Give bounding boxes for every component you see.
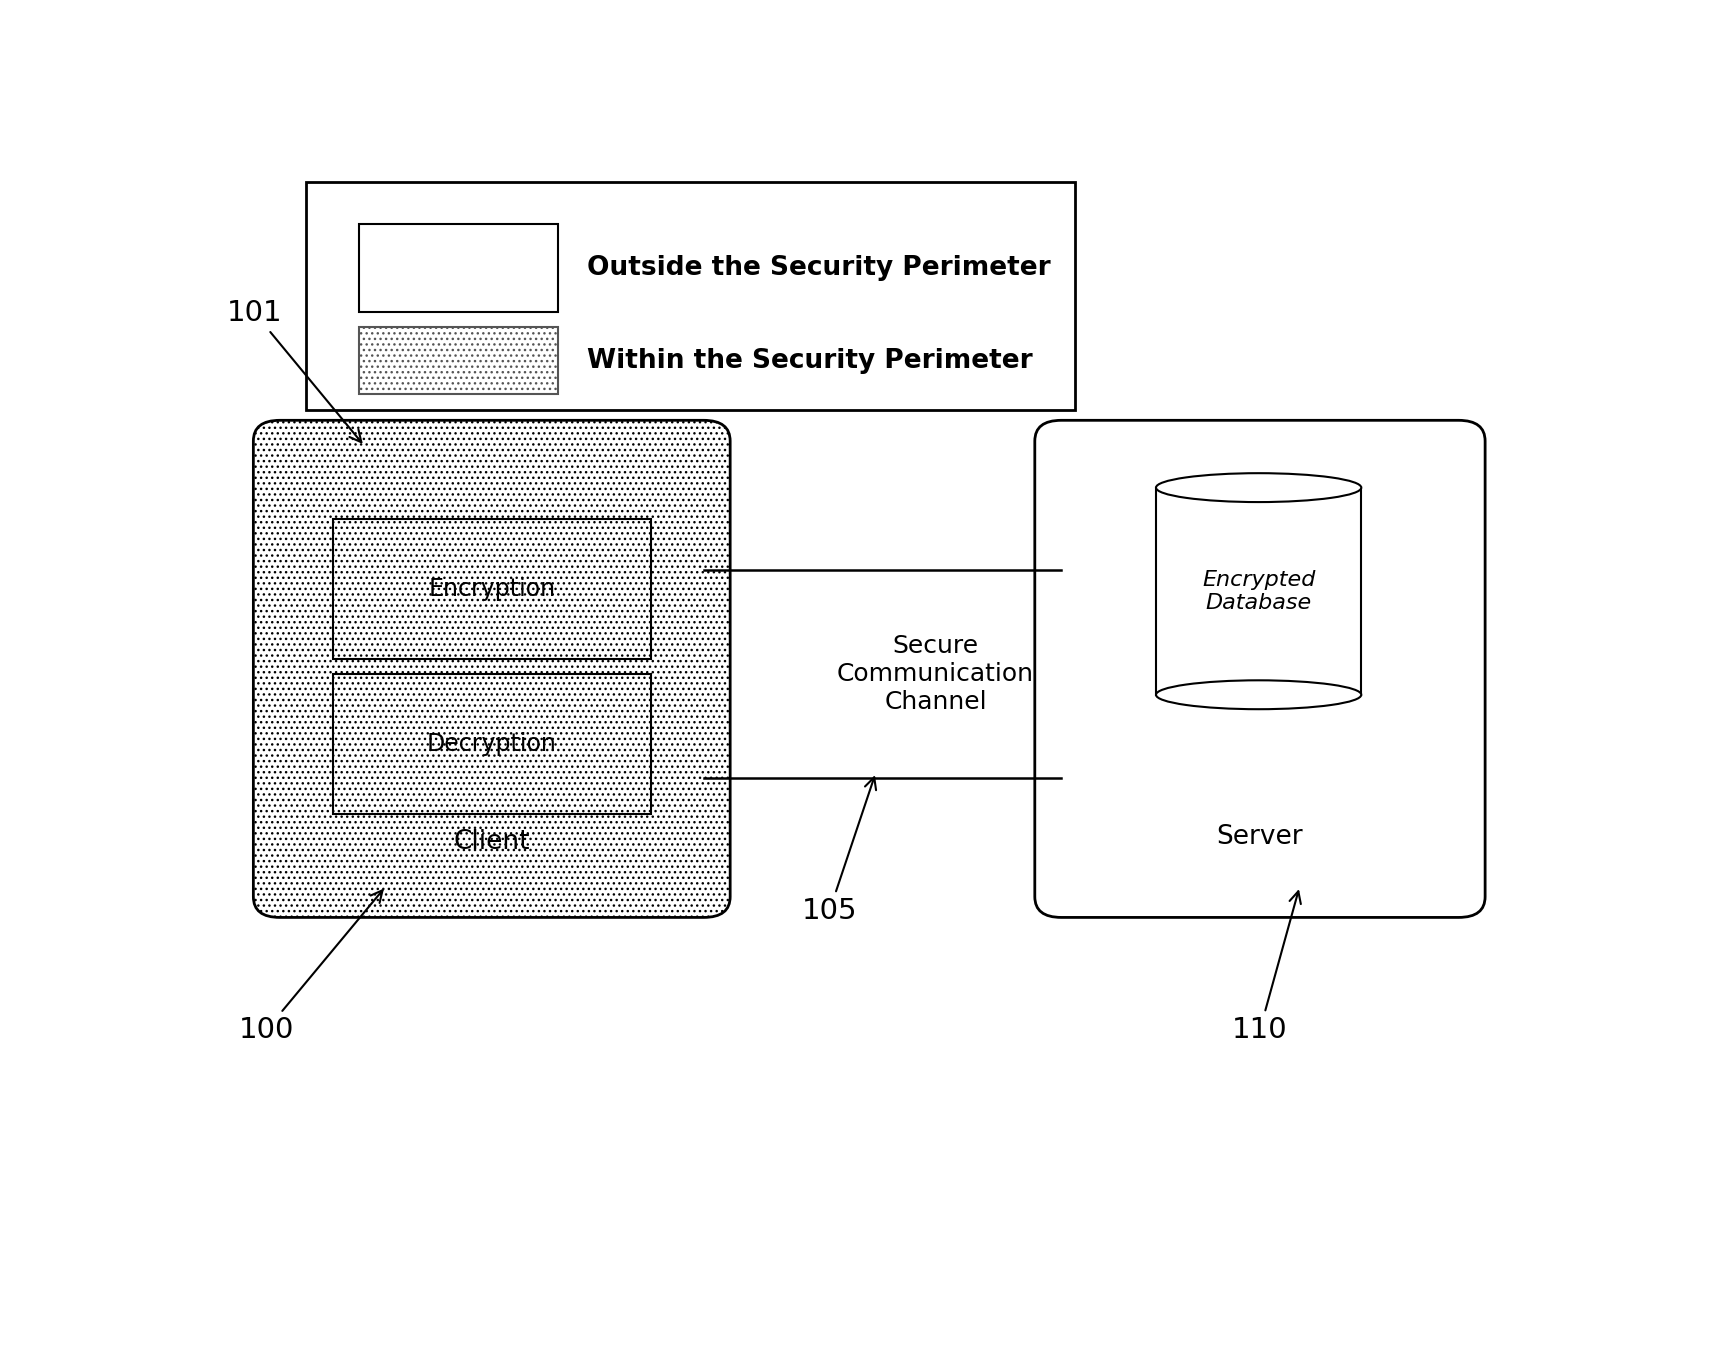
Text: 100: 100 xyxy=(239,890,383,1044)
Text: Within the Security Perimeter: Within the Security Perimeter xyxy=(588,348,1032,374)
Text: Outside the Security Perimeter: Outside the Security Perimeter xyxy=(588,254,1051,281)
Bar xyxy=(359,223,559,312)
Text: Decryption: Decryption xyxy=(427,732,557,756)
Bar xyxy=(333,674,651,814)
Text: Server: Server xyxy=(1217,824,1304,850)
Bar xyxy=(306,182,1075,410)
Text: 110: 110 xyxy=(1232,892,1301,1044)
Text: Client: Client xyxy=(453,830,530,855)
Text: Encryption: Encryption xyxy=(429,577,555,601)
Text: Encrypted
Database: Encrypted Database xyxy=(1201,569,1316,613)
FancyBboxPatch shape xyxy=(1036,420,1485,917)
Text: 101: 101 xyxy=(227,299,361,443)
Ellipse shape xyxy=(1155,473,1362,502)
Text: 105: 105 xyxy=(802,777,877,925)
Ellipse shape xyxy=(1155,681,1362,709)
FancyBboxPatch shape xyxy=(253,420,730,917)
Bar xyxy=(1155,488,1362,695)
Text: Secure
Communication
Channel: Secure Communication Channel xyxy=(837,635,1034,714)
Bar xyxy=(359,327,559,394)
Bar xyxy=(333,519,651,659)
